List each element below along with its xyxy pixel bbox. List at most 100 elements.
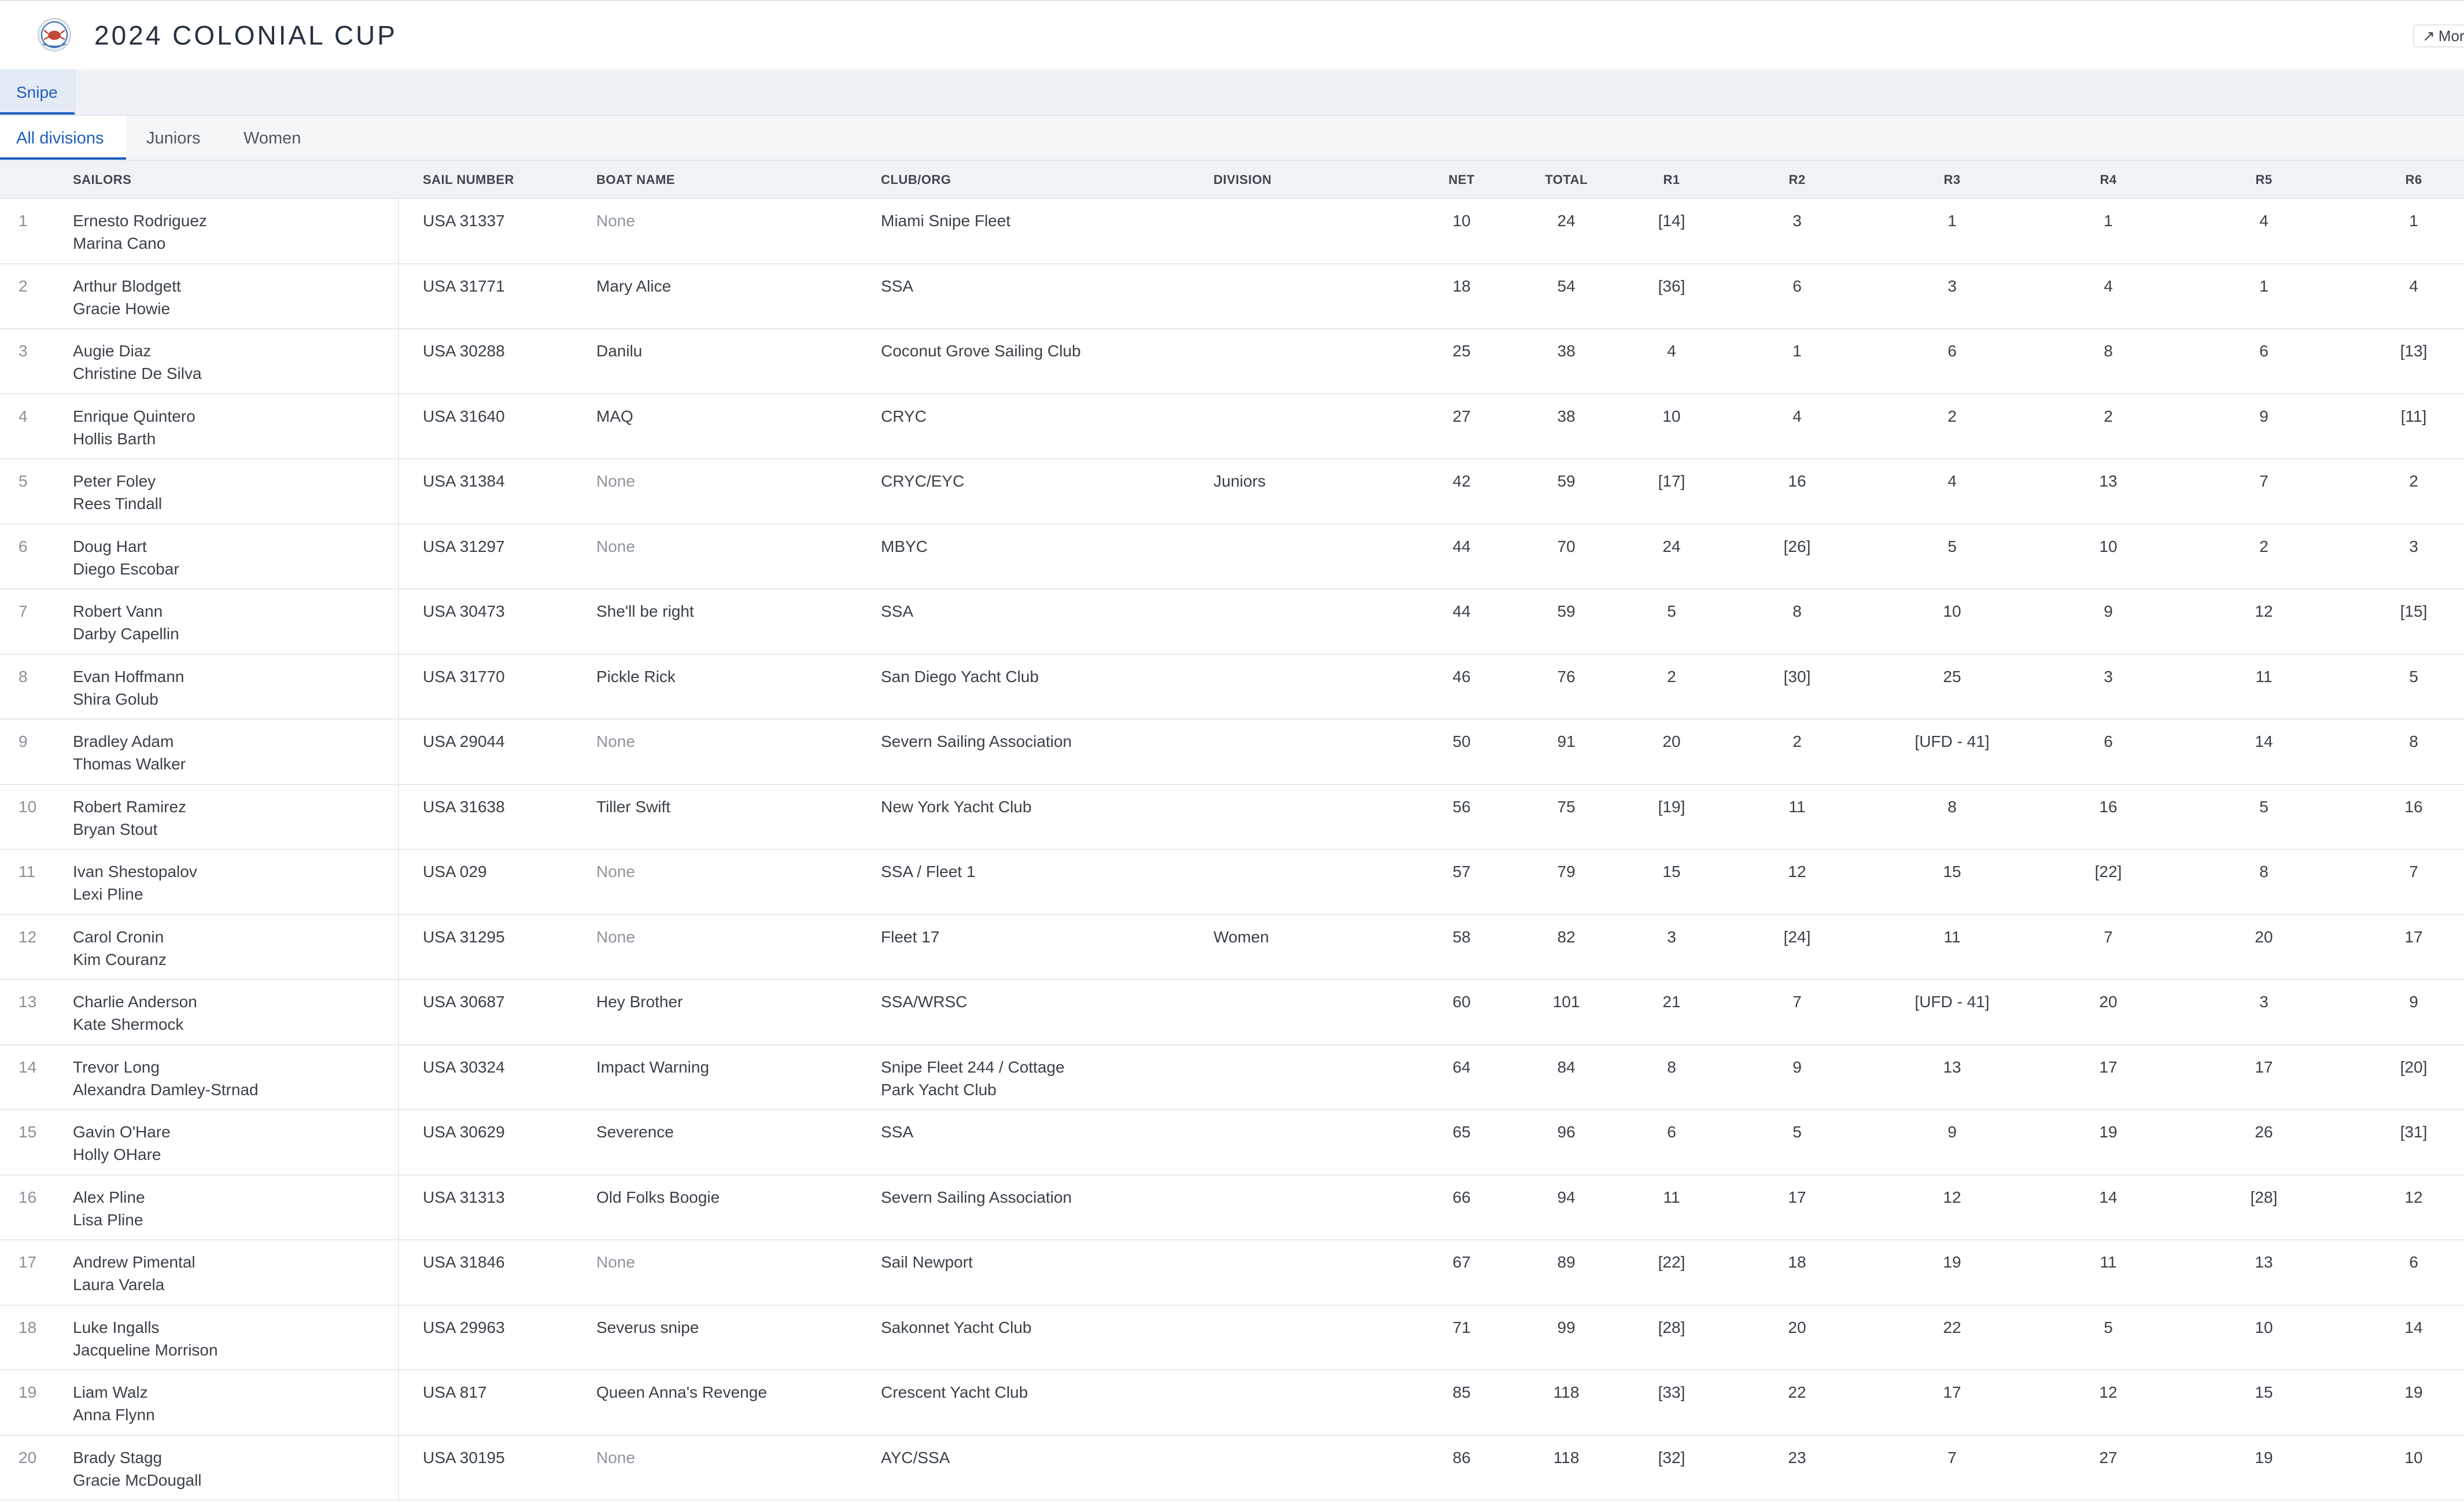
race-score-r5: 11 (2255, 667, 2273, 686)
race-score-r4: 4 (2104, 277, 2113, 295)
column-header-boat-name[interactable]: BOAT NAME (596, 172, 676, 187)
net-score: 50 (1452, 732, 1471, 750)
table-row[interactable]: 1 Ernesto Rodriguez Marina Cano USA 31337 No… (0, 199, 2464, 264)
tab-juniors[interactable]: Juniors (146, 129, 201, 148)
table-row[interactable]: 5 Peter Foley Rees Tindall USA 31384 None CRY… (0, 459, 2464, 525)
race-score-r3: 3 (1947, 277, 1957, 295)
table-row[interactable]: 8 Evan Hoffmann Shira Golub USA 31770 Pickle… (0, 654, 2464, 720)
column-divider (398, 264, 399, 328)
rank: 20 (19, 1448, 37, 1467)
tab-snipe[interactable]: Snipe (0, 69, 75, 115)
division-tab-bar: All divisions Juniors Women (0, 115, 2464, 160)
column-header-r2[interactable]: R2 (1788, 172, 1806, 187)
column-header-r1[interactable]: R1 (1663, 172, 1680, 187)
boat-name: Severus snipe (596, 1318, 699, 1336)
column-header-r4[interactable]: R4 (2100, 172, 2117, 187)
total-score: 118 (1553, 1383, 1580, 1401)
column-header-r3[interactable]: R3 (1943, 172, 1961, 187)
sailor-names: Augie Diaz Christine De Silva (73, 340, 202, 385)
table-row[interactable]: 13 Charlie Anderson Kate Shermock USA 30687… (0, 980, 2464, 1045)
table-row[interactable]: 9 Bradley Adam Thomas Walker USA 29044 None S… (0, 720, 2464, 785)
race-score-r6: [15] (2400, 602, 2428, 620)
column-header-r5[interactable]: R5 (2255, 172, 2273, 187)
column-header-r6[interactable]: R6 (2405, 172, 2422, 187)
crew-name: Christine De Silva (73, 364, 202, 382)
table-row[interactable]: 7 Robert Vann Darby Capellin USA 30473 She'l… (0, 590, 2464, 655)
column-divider (398, 1305, 399, 1369)
table-row[interactable]: 19 Liam Walz Anna Flynn USA 817 Queen Anna's… (0, 1371, 2464, 1436)
total-score: 79 (1557, 863, 1576, 881)
race-score-r6: 9 (2409, 993, 2418, 1011)
sailor-names: Peter Foley Rees Tindall (73, 470, 162, 515)
total-score: 38 (1557, 407, 1576, 425)
net-score: 42 (1452, 472, 1471, 490)
rank: 9 (19, 732, 28, 750)
column-header-club[interactable]: CLUB/ORG (881, 172, 951, 187)
skipper-name: Gavin O'Hare (73, 1123, 171, 1141)
club-line: San Diego Yacht Club (881, 667, 1039, 686)
race-score-r5: 1 (2259, 277, 2268, 295)
net-score: 18 (1452, 277, 1471, 295)
total-score: 94 (1557, 1188, 1576, 1206)
column-header-net[interactable]: NET (1448, 172, 1475, 187)
skipper-name: Luke Ingalls (73, 1318, 160, 1336)
table-row[interactable]: 6 Doug Hart Diego Escobar USA 31297 None MBYC… (0, 524, 2464, 590)
table-row[interactable]: 3 Augie Diaz Christine De Silva USA 30288 Da… (0, 329, 2464, 395)
club-org: SSA / Fleet 1 (881, 860, 975, 883)
crew-name: Jacqueline Morrison (73, 1340, 218, 1359)
table-row[interactable]: 2 Arthur Blodgett Gracie Howie USA 31771 Mar… (0, 264, 2464, 329)
net-score: 56 (1452, 797, 1471, 816)
sailor-names: Charlie Anderson Kate Shermock (73, 990, 197, 1036)
table-row[interactable]: 15 Gavin O'Hare Holly OHare USA 30629 Severe… (0, 1110, 2464, 1176)
total-score: 89 (1557, 1253, 1576, 1271)
table-row[interactable]: 18 Luke Ingalls Jacqueline Morrison USA 299… (0, 1305, 2464, 1371)
column-header-sail-number[interactable]: SAIL NUMBER (423, 172, 514, 187)
table-row[interactable]: 20 Brady Stagg Gracie McDougall USA 30195 No… (0, 1435, 2464, 1501)
race-score-r1: [14] (1658, 212, 1685, 230)
table-row[interactable]: 11 Ivan Shestopalov Lexi Pline USA 029 None S… (0, 850, 2464, 915)
skipper-name: Evan Hoffmann (73, 667, 185, 686)
race-score-r4: 12 (2099, 1383, 2118, 1401)
boat-name: MAQ (596, 407, 633, 425)
more-button-label: More (2438, 27, 2464, 45)
club-org: Sakonnet Yacht Club (881, 1316, 1031, 1339)
race-score-r1: [19] (1658, 797, 1685, 816)
division: Juniors (1213, 472, 1266, 490)
club-line: New York Yacht Club (881, 797, 1032, 816)
table-row[interactable]: 14 Trevor Long Alexandra Damley-Strnad USA … (0, 1045, 2464, 1110)
sail-number: USA 30473 (423, 602, 505, 620)
crew-name: Lisa Pline (73, 1210, 143, 1229)
club-line: SSA/WRSC (881, 993, 968, 1011)
boat-name: Severence (596, 1123, 674, 1141)
net-score: 60 (1452, 993, 1471, 1011)
net-score: 85 (1452, 1383, 1471, 1401)
table-row[interactable]: 16 Alex Pline Lisa Pline USA 31313 Old Folks… (0, 1175, 2464, 1240)
club-org: CRYC (881, 405, 927, 428)
crew-name: Diego Escobar (73, 559, 179, 578)
table-row[interactable]: 4 Enrique Quintero Hollis Barth USA 31640 MA… (0, 394, 2464, 459)
more-button[interactable]: ↗More (2413, 24, 2464, 47)
column-divider (398, 394, 399, 458)
results-table-header: SAILORS SAIL NUMBER BOAT NAME CLUB/ORG D… (0, 160, 2464, 199)
column-divider (398, 1110, 399, 1174)
column-header-total[interactable]: TOTAL (1545, 172, 1588, 187)
crew-name: Kate Shermock (73, 1015, 184, 1033)
race-score-r3: 11 (1943, 927, 1961, 946)
race-score-r4: 8 (2104, 342, 2113, 360)
column-header-sailors[interactable]: SAILORS (73, 172, 132, 187)
crew-name: Rees Tindall (73, 495, 163, 513)
tab-all-divisions[interactable]: All divisions (0, 116, 126, 160)
total-score: 54 (1557, 277, 1576, 295)
club-logo (38, 18, 71, 51)
table-row[interactable]: 17 Andrew Pimental Laura Varela USA 31846 No… (0, 1240, 2464, 1306)
club-org: SSA (881, 275, 913, 297)
race-score-r5: 12 (2255, 602, 2273, 620)
race-score-r2: 17 (1788, 1188, 1806, 1206)
race-score-r1: [33] (1658, 1383, 1685, 1401)
race-score-r2: 5 (1792, 1123, 1802, 1141)
club-line: CRYC/EYC (881, 472, 965, 490)
column-header-division[interactable]: DIVISION (1213, 172, 1272, 187)
tab-women[interactable]: Women (244, 129, 301, 148)
table-row[interactable]: 12 Carol Cronin Kim Couranz USA 31295 None Fl… (0, 915, 2464, 980)
table-row[interactable]: 10 Robert Ramirez Bryan Stout USA 31638 Till… (0, 784, 2464, 850)
